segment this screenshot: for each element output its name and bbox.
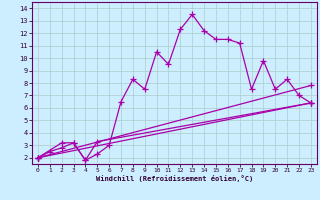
X-axis label: Windchill (Refroidissement éolien,°C): Windchill (Refroidissement éolien,°C) (96, 175, 253, 182)
